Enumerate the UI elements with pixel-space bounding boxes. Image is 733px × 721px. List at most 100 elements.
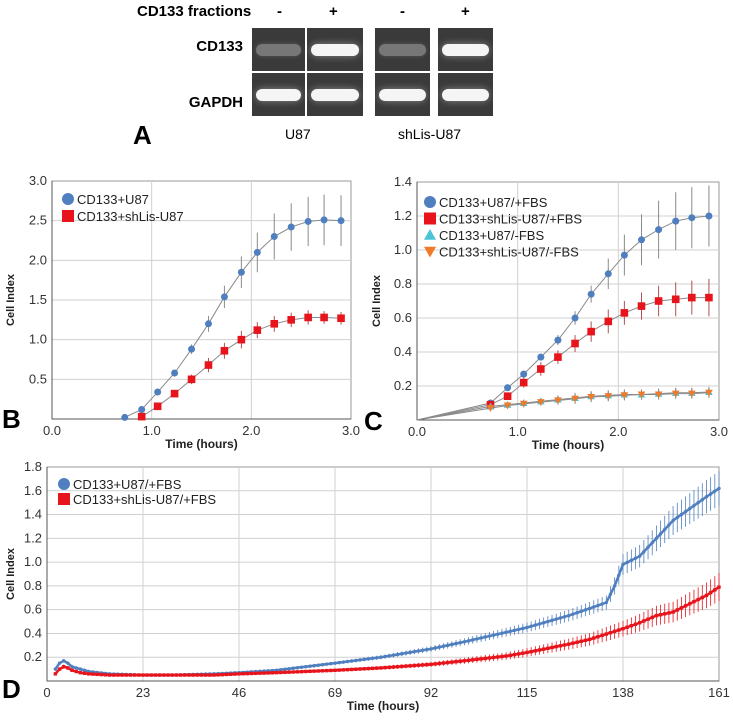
series-cd133-shlis-u87 <box>137 310 345 421</box>
data-point <box>521 626 525 631</box>
data-point <box>341 668 346 672</box>
x-tick-label: 69 <box>328 685 342 700</box>
legend-label: CD133+U87/+FBS <box>439 195 548 210</box>
y-axis-label: Cell Index <box>5 547 17 600</box>
data-point <box>87 672 91 676</box>
gel-lane-gapdh-3 <box>375 73 430 116</box>
data-point <box>274 670 279 675</box>
data-point <box>312 664 316 668</box>
data-point <box>99 672 103 677</box>
data-point <box>571 395 579 403</box>
data-point <box>408 664 412 668</box>
data-point <box>500 631 504 635</box>
data-point <box>416 649 421 653</box>
y-tick-label: 0.6 <box>394 310 412 325</box>
data-point <box>220 672 225 677</box>
legend-label: CD133+shLis-U87/+FBS <box>439 212 582 227</box>
series-cd133-shlis-u87-fbs <box>416 278 713 421</box>
data-point <box>191 673 195 677</box>
data-point <box>596 635 600 639</box>
data-point <box>400 664 404 669</box>
lane-sign-3: - <box>400 3 405 20</box>
data-point <box>525 650 529 655</box>
data-point <box>471 658 475 662</box>
data-point <box>562 615 567 619</box>
data-point <box>713 588 717 592</box>
data-point <box>466 639 471 643</box>
x-tick-label: 2.0 <box>609 424 627 439</box>
data-point <box>78 667 83 671</box>
data-point <box>333 668 337 672</box>
data-point <box>412 649 417 654</box>
data-point <box>337 660 341 665</box>
data-point <box>395 665 400 669</box>
data-point <box>299 669 304 674</box>
data-point <box>324 668 329 673</box>
row-label-cd133: CD133 <box>196 38 243 55</box>
data-point <box>358 658 362 662</box>
data-point <box>187 375 196 384</box>
data-point <box>650 541 654 545</box>
y-tick-label: 1.0 <box>24 554 42 569</box>
legend-label: CD133+shLis-U87/-FBS <box>439 245 579 260</box>
x-tick-label: 23 <box>136 685 150 700</box>
data-point <box>441 644 446 648</box>
data-point <box>287 316 295 324</box>
data-point <box>633 556 638 560</box>
data-point <box>654 297 663 305</box>
gel-lane-gapdh-4 <box>438 73 493 116</box>
x-tick-label: 1.0 <box>143 423 161 438</box>
data-point <box>688 293 696 302</box>
data-point <box>320 669 325 673</box>
y-tick-label: 1.0 <box>29 332 47 347</box>
data-point <box>554 336 562 344</box>
y-tick-label: 0.4 <box>394 344 412 359</box>
legend-label: CD133+U87/-FBS <box>439 228 544 243</box>
gel-band <box>442 88 489 101</box>
data-point <box>491 633 496 637</box>
data-point <box>529 649 533 654</box>
data-point <box>107 673 112 677</box>
data-point <box>170 389 179 398</box>
data-point <box>349 659 354 663</box>
data-point <box>132 673 137 677</box>
data-point <box>592 636 596 640</box>
data-point <box>491 655 496 660</box>
data-point <box>504 384 512 392</box>
y-tick-label: 1.2 <box>394 208 412 223</box>
data-point <box>199 673 204 677</box>
data-point <box>70 665 74 669</box>
data-point <box>567 642 571 646</box>
data-point <box>600 602 604 606</box>
data-point <box>654 536 659 541</box>
data-point <box>637 391 646 399</box>
data-point <box>575 611 579 615</box>
data-point <box>486 405 495 412</box>
data-point <box>537 622 542 626</box>
data-point <box>78 670 83 675</box>
data-point <box>53 667 58 671</box>
legend-label: CD133+U87 <box>77 192 149 207</box>
data-point <box>379 655 383 659</box>
x-tick-label: 0.0 <box>43 423 61 438</box>
data-point <box>237 672 241 676</box>
plot-area <box>416 181 720 421</box>
data-point <box>558 644 563 648</box>
data-point <box>237 335 246 344</box>
data-point <box>304 313 312 322</box>
data-point <box>324 662 329 666</box>
data-point <box>621 562 625 567</box>
y-tick-label: 1.4 <box>24 507 42 522</box>
data-point <box>620 309 629 317</box>
data-point <box>705 293 713 302</box>
data-point <box>608 592 613 596</box>
data-point <box>291 666 295 670</box>
data-point <box>138 405 146 413</box>
x-tick-label: 2.0 <box>242 423 260 438</box>
data-point <box>249 671 254 676</box>
data-point <box>116 673 120 677</box>
data-point <box>717 585 721 589</box>
data-point <box>262 671 266 675</box>
data-point <box>546 646 550 651</box>
data-point <box>295 670 300 674</box>
